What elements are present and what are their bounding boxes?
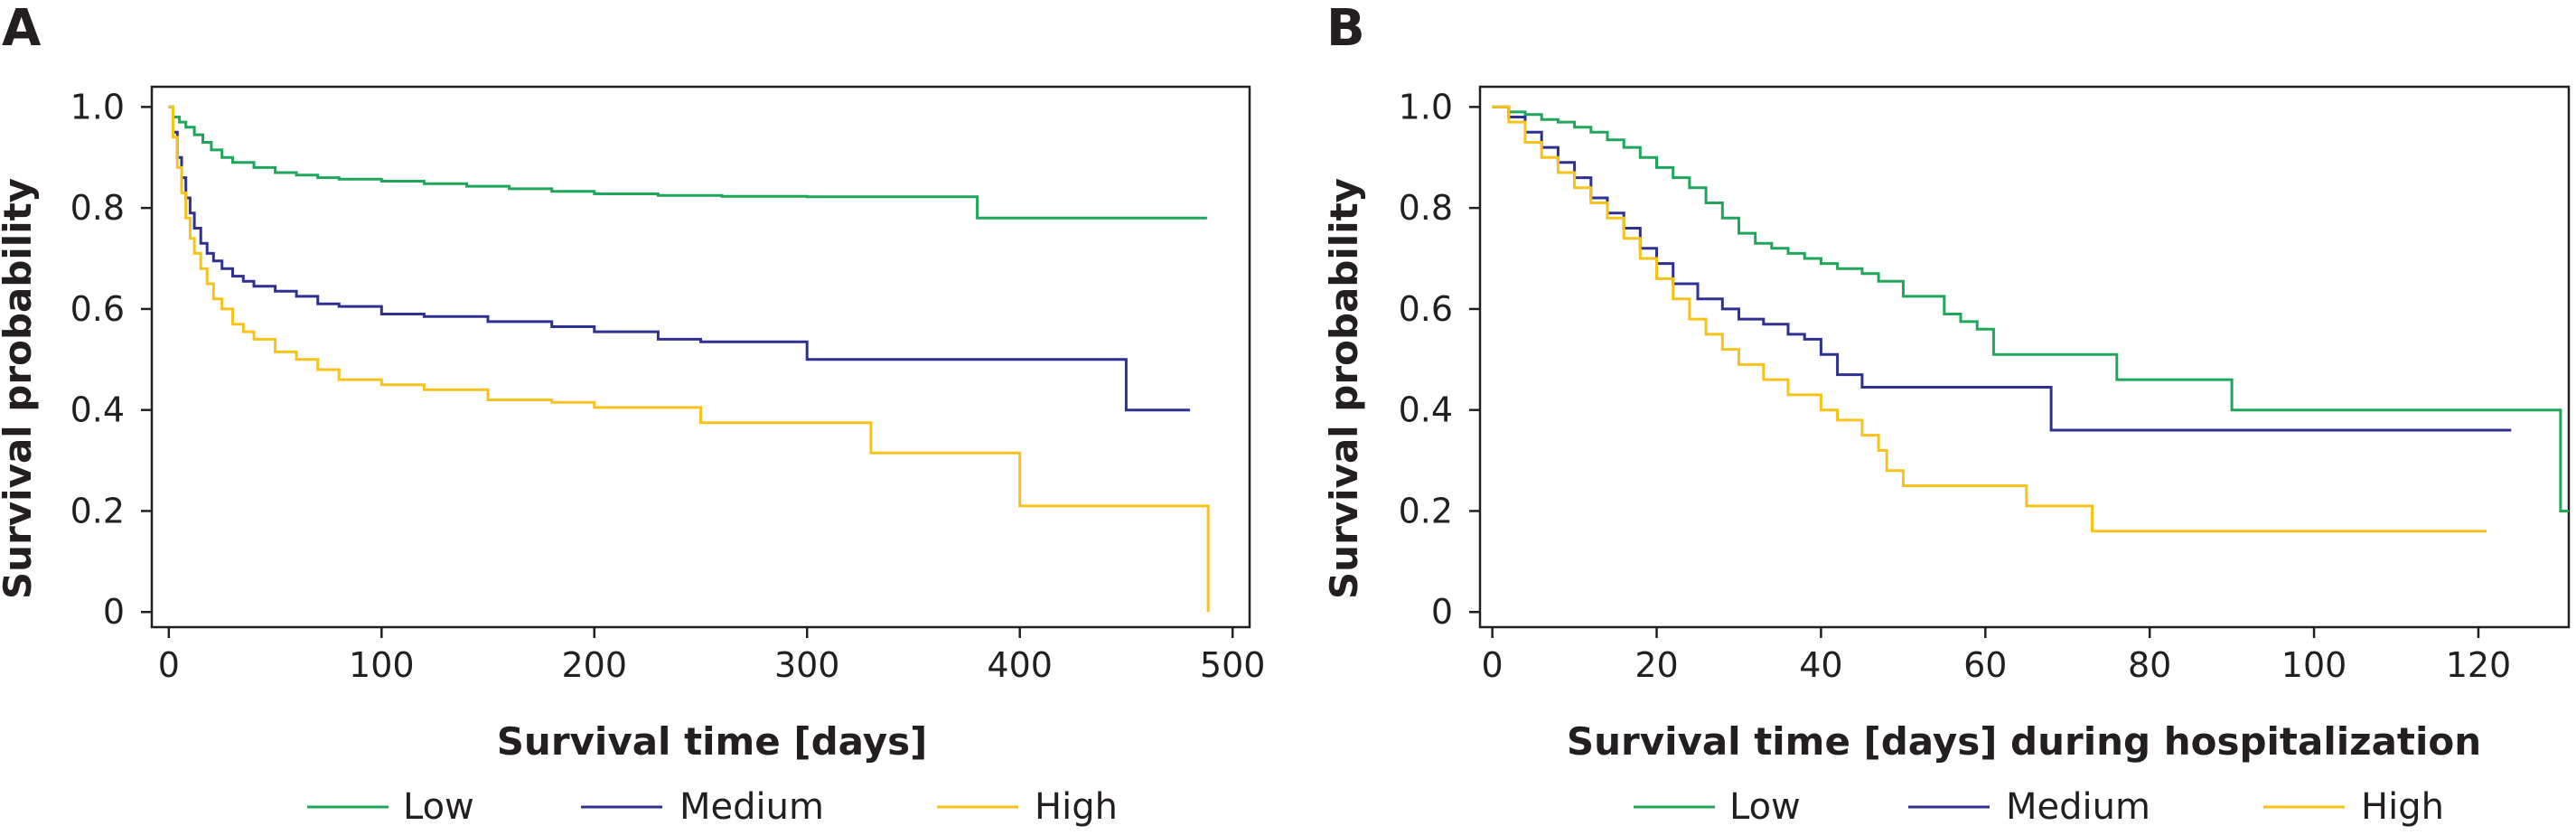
x-tick-label: 400	[987, 645, 1053, 685]
legend-item-medium: Medium	[1908, 786, 2150, 828]
panel-b-y-ticks: 0 0.2 0.4 0.6 0.8 1.0	[1399, 87, 1480, 632]
y-tick-label: 0.8	[1399, 188, 1453, 228]
y-tick-label: 0	[103, 592, 125, 632]
x-tick-label: 120	[2446, 645, 2512, 685]
x-tick-label: 100	[2281, 645, 2347, 685]
panel-a-y-ticks: 0 0.2 0.4 0.6 0.8 1.0	[70, 87, 152, 632]
y-tick-label: 0.6	[1399, 289, 1453, 329]
y-tick-label: 0.2	[70, 491, 125, 530]
legend-label-high: High	[2361, 786, 2444, 828]
panel-b-y-axis-label: Survival probability	[1322, 178, 1366, 599]
y-tick-label: 0.4	[1399, 390, 1453, 430]
y-tick-label: 0	[1431, 592, 1453, 632]
series-line-low	[168, 105, 1207, 220]
legend-item-low: Low	[1634, 786, 1801, 828]
y-tick-label: 1.0	[70, 87, 125, 127]
panel-b-x-axis-label: Survival time [days] during hospitalizat…	[1567, 719, 2481, 764]
legend-label-medium: Medium	[679, 786, 824, 828]
series-line-high	[168, 105, 1210, 613]
x-tick-label: 20	[1635, 645, 1678, 685]
panel-b-x-ticks: 0 20 40 60 80 100 120	[1482, 627, 2512, 685]
panel-b: B 0 20 40 60 80 100 120 0 0.2 0.4 0.6 0.8 1.0 Survi…	[1322, 0, 2571, 828]
x-tick-label: 80	[2128, 645, 2171, 685]
series-line-low	[1492, 105, 2569, 512]
panel-a-x-axis-label: Survival time [days]	[497, 719, 928, 764]
legend-item-high: High	[2263, 786, 2444, 828]
y-tick-label: 0.8	[70, 188, 125, 228]
series-line-medium	[1492, 105, 2512, 432]
legend-item-medium: Medium	[581, 786, 824, 828]
y-tick-label: 0.6	[70, 289, 125, 329]
x-tick-label: 0	[1482, 645, 1503, 685]
x-tick-label: 60	[1963, 645, 2007, 685]
y-tick-label: 0.2	[1399, 491, 1453, 530]
series-line-medium	[168, 105, 1191, 412]
legend-label-low: Low	[1729, 786, 1801, 828]
y-tick-label: 0.4	[70, 390, 125, 430]
legend-item-high: High	[937, 786, 1118, 828]
x-tick-label: 500	[1200, 645, 1266, 685]
legend-item-low: Low	[307, 786, 474, 828]
x-tick-label: 0	[158, 645, 180, 685]
x-tick-label: 300	[774, 645, 840, 685]
legend-label-medium: Medium	[2006, 786, 2150, 828]
panel-a-legend: Low Medium High	[307, 786, 1118, 828]
panel-b-letter: B	[1326, 0, 1365, 58]
panel-b-legend: Low Medium High	[1634, 786, 2444, 828]
panel-a-letter: A	[2, 0, 42, 58]
panel-a-plot-frame	[150, 85, 1251, 629]
panel-b-plot-frame	[1478, 85, 2571, 629]
series-line-high	[1492, 105, 2487, 533]
legend-label-high: High	[1035, 786, 1118, 828]
panel-a-x-ticks: 0 100 200 300 400 500	[158, 627, 1266, 685]
x-tick-label: 200	[562, 645, 628, 685]
legend-label-low: Low	[403, 786, 474, 828]
panel-a-series	[168, 105, 1210, 613]
panel-a-y-axis-label: Survival probability	[0, 178, 40, 599]
x-tick-label: 100	[349, 645, 415, 685]
y-tick-label: 1.0	[1399, 87, 1453, 127]
x-tick-label: 40	[1799, 645, 1842, 685]
panel-a: A 0 100 200 300 400 500 0 0.2 0.4 0.6 0.8 1.0 Surv…	[0, 0, 1265, 828]
panel-b-series	[1492, 105, 2569, 533]
